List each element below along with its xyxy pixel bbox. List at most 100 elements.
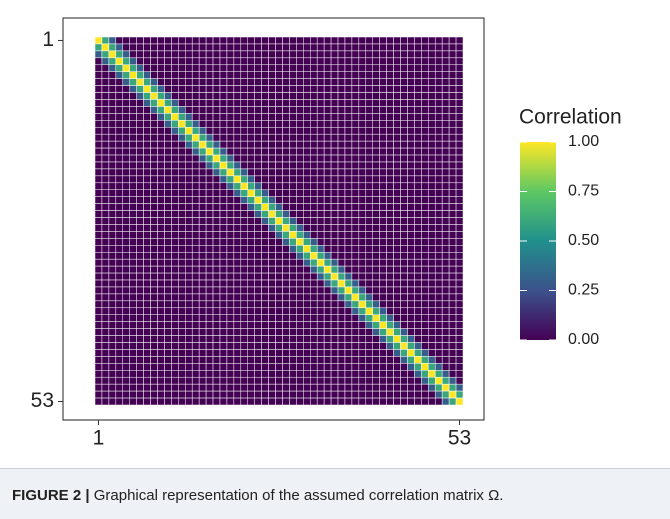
cell	[205, 300, 214, 309]
cell	[309, 251, 318, 260]
cell	[268, 356, 276, 364]
cell	[129, 203, 137, 211]
cell	[268, 133, 276, 142]
cell	[421, 383, 429, 392]
cell	[316, 106, 325, 114]
cell	[372, 335, 380, 343]
cell	[400, 64, 408, 72]
cell	[282, 349, 290, 357]
cell	[337, 383, 346, 392]
cell	[219, 140, 228, 149]
cell	[372, 43, 380, 52]
cell	[198, 217, 207, 225]
cell	[428, 397, 436, 406]
cell	[407, 50, 415, 59]
cell	[282, 182, 290, 191]
cell	[365, 43, 373, 52]
cell	[296, 307, 304, 315]
cell	[254, 196, 262, 204]
cell	[171, 356, 179, 364]
cell	[351, 154, 360, 163]
cell	[414, 335, 422, 343]
cell	[129, 133, 137, 142]
cell	[386, 92, 394, 100]
cell	[441, 147, 450, 156]
cell	[441, 335, 450, 343]
cell	[219, 383, 228, 392]
cell	[185, 265, 193, 274]
cell	[191, 182, 200, 191]
cell	[143, 245, 151, 253]
cell	[337, 321, 346, 329]
cell	[393, 363, 401, 371]
cell	[205, 293, 214, 302]
cell	[428, 36, 436, 45]
cell	[191, 78, 200, 86]
cell	[309, 147, 318, 156]
cell	[94, 168, 103, 177]
cell	[191, 85, 200, 93]
cell	[136, 127, 144, 135]
cell	[198, 154, 207, 163]
cell	[365, 50, 373, 59]
cell	[316, 99, 325, 107]
cell	[448, 133, 457, 142]
cell	[344, 168, 353, 177]
cell	[191, 224, 200, 232]
cell	[178, 376, 186, 385]
cell	[191, 390, 200, 399]
cell	[296, 175, 304, 184]
cell	[205, 376, 214, 385]
cell	[414, 238, 422, 246]
cell	[344, 238, 353, 246]
cell	[323, 106, 332, 114]
cell	[344, 390, 353, 399]
cell	[386, 245, 394, 253]
cell	[428, 203, 436, 211]
cell	[233, 245, 242, 253]
cell	[185, 383, 193, 392]
cell	[323, 265, 332, 274]
cell	[143, 349, 151, 357]
cell	[94, 71, 103, 79]
cell	[414, 300, 422, 309]
cell	[330, 238, 339, 246]
cell	[351, 279, 360, 288]
cell	[115, 272, 124, 281]
cell	[386, 196, 394, 204]
cell	[233, 251, 242, 260]
cell	[407, 113, 415, 121]
cell	[191, 363, 200, 371]
cell	[441, 245, 450, 253]
cell	[372, 50, 380, 59]
cell	[261, 224, 269, 232]
cell	[143, 203, 151, 211]
cell	[129, 342, 137, 350]
cell	[316, 168, 325, 177]
cell	[282, 363, 290, 371]
cell	[247, 390, 255, 399]
cell	[421, 36, 429, 45]
cell	[275, 161, 283, 170]
cell	[289, 376, 297, 385]
cell	[296, 36, 304, 45]
cell	[400, 293, 408, 302]
cell	[330, 245, 339, 253]
cell	[323, 189, 332, 197]
cell	[296, 376, 304, 385]
cell	[400, 363, 408, 371]
cell	[441, 349, 450, 357]
cell	[434, 113, 443, 121]
cell	[421, 238, 429, 246]
cell	[441, 71, 450, 79]
cell	[393, 147, 401, 156]
cell	[226, 133, 235, 142]
cell	[351, 36, 360, 45]
cell	[94, 106, 103, 114]
cell	[428, 57, 436, 66]
cell	[108, 50, 117, 59]
cell	[178, 342, 186, 350]
cell	[108, 189, 117, 197]
cell	[379, 57, 387, 66]
cell	[372, 272, 380, 281]
